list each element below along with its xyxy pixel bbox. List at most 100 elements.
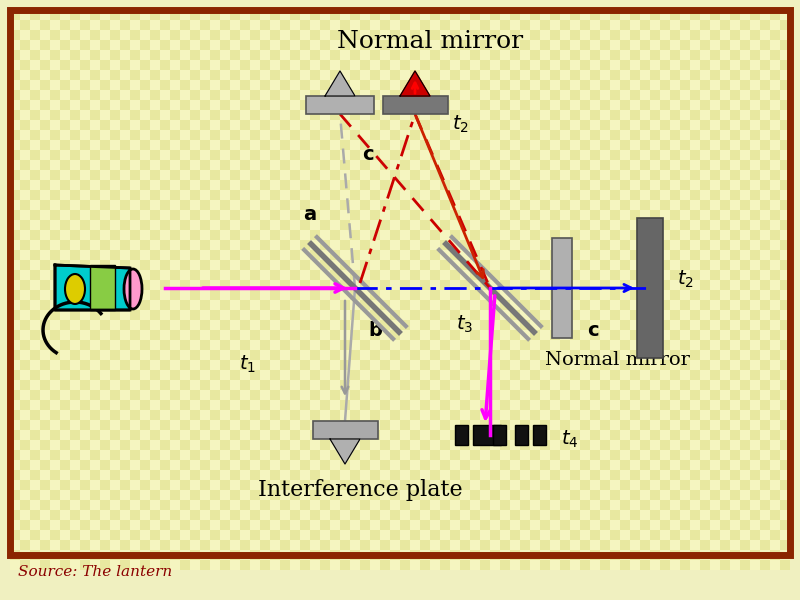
Bar xyxy=(690,510,700,520)
Bar xyxy=(100,390,110,400)
Bar xyxy=(320,150,330,160)
Bar xyxy=(20,40,30,50)
Bar xyxy=(540,160,550,170)
Bar xyxy=(700,100,710,110)
Bar xyxy=(420,520,430,530)
Bar xyxy=(50,160,60,170)
Bar xyxy=(680,180,690,190)
Bar xyxy=(540,480,550,490)
Bar xyxy=(110,20,120,30)
Bar xyxy=(360,170,370,180)
Bar xyxy=(650,140,660,150)
Bar xyxy=(120,390,130,400)
Bar xyxy=(700,280,710,290)
Bar xyxy=(730,510,740,520)
Bar xyxy=(710,330,720,340)
Bar xyxy=(710,110,720,120)
Bar xyxy=(510,350,520,360)
Bar xyxy=(610,310,620,320)
Bar xyxy=(660,310,670,320)
Bar xyxy=(360,550,370,560)
Bar xyxy=(730,340,740,350)
Bar xyxy=(640,210,650,220)
Bar xyxy=(60,540,70,550)
Bar xyxy=(620,220,630,230)
Bar xyxy=(550,240,560,250)
Bar xyxy=(290,390,300,400)
Bar xyxy=(30,340,40,350)
Bar xyxy=(160,470,170,480)
Bar xyxy=(310,560,320,570)
Bar xyxy=(360,560,370,570)
Bar xyxy=(730,460,740,470)
Bar xyxy=(760,250,770,260)
Bar xyxy=(470,420,480,430)
Bar xyxy=(100,460,110,470)
Bar xyxy=(610,80,620,90)
Bar xyxy=(730,140,740,150)
Bar xyxy=(290,460,300,470)
Bar xyxy=(570,20,580,30)
Bar xyxy=(760,20,770,30)
Bar xyxy=(620,490,630,500)
Bar xyxy=(110,50,120,60)
Bar xyxy=(480,140,490,150)
Bar xyxy=(770,140,780,150)
Bar xyxy=(350,20,360,30)
Bar xyxy=(420,490,430,500)
Bar xyxy=(240,450,250,460)
Bar xyxy=(120,20,130,30)
Bar xyxy=(180,390,190,400)
Bar xyxy=(240,340,250,350)
Bar xyxy=(310,200,320,210)
Bar xyxy=(580,550,590,560)
Bar xyxy=(550,250,560,260)
Bar xyxy=(730,210,740,220)
Bar xyxy=(540,350,550,360)
Bar xyxy=(390,110,400,120)
Bar xyxy=(410,310,420,320)
Bar xyxy=(550,500,560,510)
Bar xyxy=(650,440,660,450)
Bar xyxy=(80,40,90,50)
Bar xyxy=(470,260,480,270)
Bar xyxy=(310,150,320,160)
Bar xyxy=(600,180,610,190)
Bar xyxy=(80,540,90,550)
Bar xyxy=(10,420,20,430)
Bar xyxy=(380,90,390,100)
Bar xyxy=(230,330,240,340)
Bar xyxy=(340,180,350,190)
Bar xyxy=(580,80,590,90)
Bar xyxy=(290,370,300,380)
Bar xyxy=(660,430,670,440)
Bar xyxy=(50,370,60,380)
Bar xyxy=(270,480,280,490)
Bar xyxy=(250,350,260,360)
Bar xyxy=(700,60,710,70)
Bar xyxy=(300,290,310,300)
Bar xyxy=(320,310,330,320)
Bar xyxy=(290,220,300,230)
Bar xyxy=(120,370,130,380)
Bar xyxy=(270,500,280,510)
Bar xyxy=(210,260,220,270)
Bar xyxy=(290,340,300,350)
Bar xyxy=(270,460,280,470)
Bar xyxy=(370,510,380,520)
Bar xyxy=(150,470,160,480)
Bar xyxy=(770,280,780,290)
Bar xyxy=(200,150,210,160)
Bar xyxy=(670,550,680,560)
Bar xyxy=(310,420,320,430)
Bar xyxy=(670,470,680,480)
Bar xyxy=(70,130,80,140)
Bar xyxy=(390,50,400,60)
Bar xyxy=(770,430,780,440)
Bar xyxy=(430,560,440,570)
Bar xyxy=(400,230,410,240)
Bar xyxy=(590,200,600,210)
Bar xyxy=(220,370,230,380)
Bar xyxy=(740,200,750,210)
Bar xyxy=(220,200,230,210)
